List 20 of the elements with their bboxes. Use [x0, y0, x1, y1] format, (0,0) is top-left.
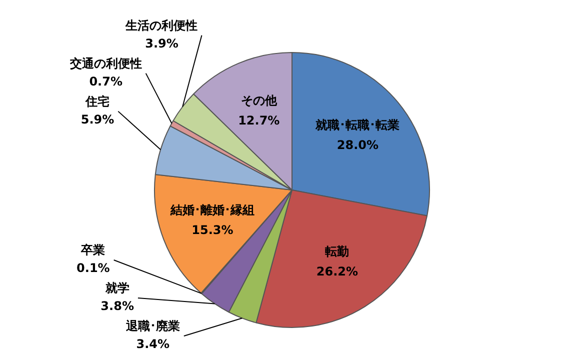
slice-label: 卒業	[80, 243, 106, 258]
data-label: 12.7%	[238, 114, 280, 128]
data-label: 5.9%	[80, 112, 114, 126]
data-label: 15.3%	[192, 222, 234, 237]
data-label: 3.8%	[100, 299, 134, 314]
slice-label: 結婚･離婚･縁組	[169, 202, 254, 217]
data-label: 3.4%	[136, 337, 170, 352]
slice-label: その他	[240, 94, 278, 108]
slice-label: 就職･転職･転業	[314, 118, 400, 132]
slice-label: 就学	[104, 281, 130, 296]
data-label: 3.9%	[145, 36, 178, 50]
slice-label: 生活の利便性	[124, 18, 198, 32]
slice-label: 交通の利便性	[68, 56, 142, 70]
slice-label: 転勤	[325, 244, 350, 258]
data-label: 0.1%	[76, 261, 110, 276]
data-label: 26.2%	[316, 264, 358, 278]
slice-label: 住宅	[84, 94, 110, 108]
data-label: 0.7%	[89, 74, 122, 88]
data-label: 28.0%	[336, 138, 379, 152]
slice-label: 退職･廃業	[124, 319, 180, 334]
